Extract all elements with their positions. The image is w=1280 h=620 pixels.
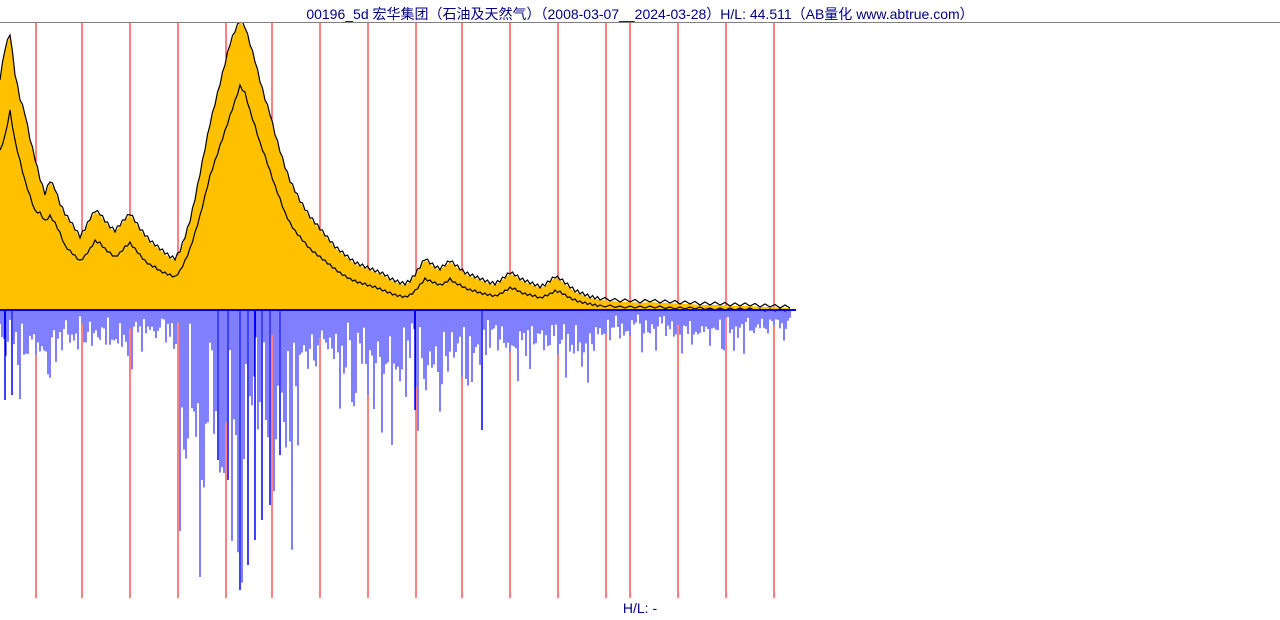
chart-area [0,22,1280,598]
bottom-label: H/L: - [0,600,1280,616]
price-volume-chart [0,22,1280,598]
